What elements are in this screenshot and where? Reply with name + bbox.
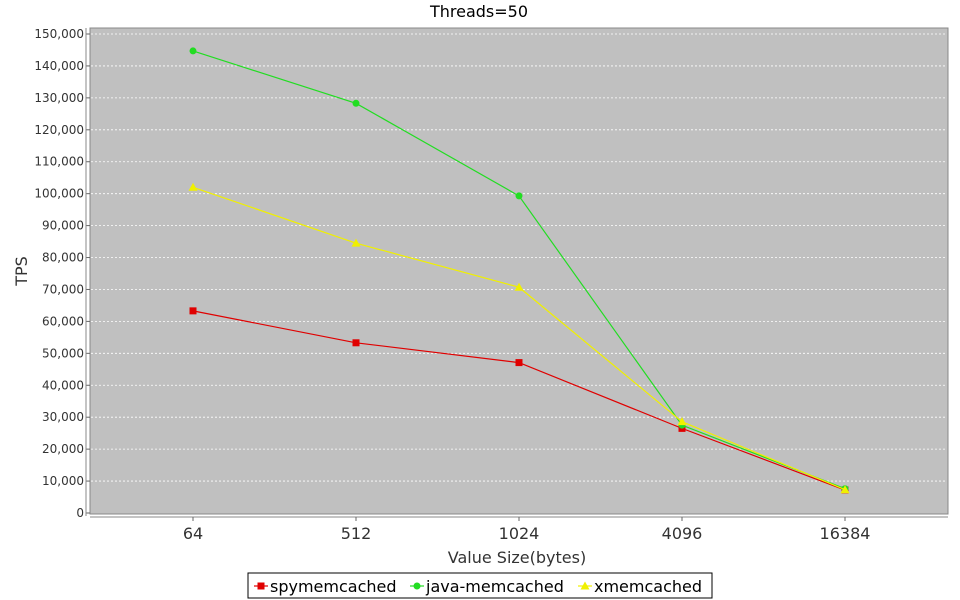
data-point (351, 238, 361, 247)
x-tick-label: 16384 (820, 524, 871, 543)
y-tick-label: 130,000 (34, 91, 84, 105)
legend-label: spymemcached (270, 577, 397, 596)
legend-marker (580, 581, 590, 590)
y-tick-label: 140,000 (34, 59, 84, 73)
data-point (514, 282, 524, 291)
x-tick-label: 4096 (662, 524, 703, 543)
axes: 0 10,000 20,000 30,000 40,000 50,000 60,000 70,… (34, 27, 948, 543)
legend-label: xmemcached (594, 577, 702, 596)
y-tick-label: 120,000 (34, 123, 84, 137)
y-tick-label: 40,000 (42, 378, 84, 392)
legend-item: xmemcached (578, 577, 702, 596)
data-point (352, 99, 360, 107)
y-tick-label: 110,000 (34, 155, 84, 169)
legend-marker (257, 582, 265, 590)
chart-title: Threads=50 (429, 2, 528, 21)
x-tick-label: 1024 (499, 524, 540, 543)
data-point (840, 485, 850, 494)
y-tick-label: 90,000 (42, 219, 84, 233)
data-point (677, 417, 687, 426)
data-point (189, 307, 197, 315)
y-tick-label: 150,000 (34, 27, 84, 41)
y-tick-label: 100,000 (34, 187, 84, 201)
y-tick-label: 30,000 (42, 410, 84, 424)
y-tick-label: 80,000 (42, 251, 84, 265)
legend-item: java-memcached (410, 577, 564, 596)
data-point (515, 359, 523, 367)
y-tick-label: 60,000 (42, 314, 84, 328)
plot-area (89, 27, 949, 515)
y-tick-label: 50,000 (42, 346, 84, 360)
y-axis-title: TPS (12, 256, 31, 287)
y-tick-label: 10,000 (42, 474, 84, 488)
y-tick-label: 70,000 (42, 282, 84, 296)
y-tick-label: 20,000 (42, 442, 84, 456)
series-layer (188, 47, 850, 494)
data-point (352, 339, 360, 347)
series-xmemcached (188, 182, 850, 494)
legend-item: spymemcached (254, 577, 397, 596)
data-point (188, 182, 198, 191)
x-axis-title: Value Size(bytes) (448, 548, 586, 567)
legend-box (247, 572, 713, 599)
x-tick-label: 64 (183, 524, 203, 543)
data-point (515, 192, 523, 200)
legend: spymemcached java-memcached xmemcached (247, 572, 713, 599)
data-point (189, 47, 197, 55)
legend-marker (413, 582, 421, 590)
x-tick-label: 512 (341, 524, 372, 543)
legend-label: java-memcached (425, 577, 564, 596)
y-tick-label: 0 (76, 506, 84, 520)
